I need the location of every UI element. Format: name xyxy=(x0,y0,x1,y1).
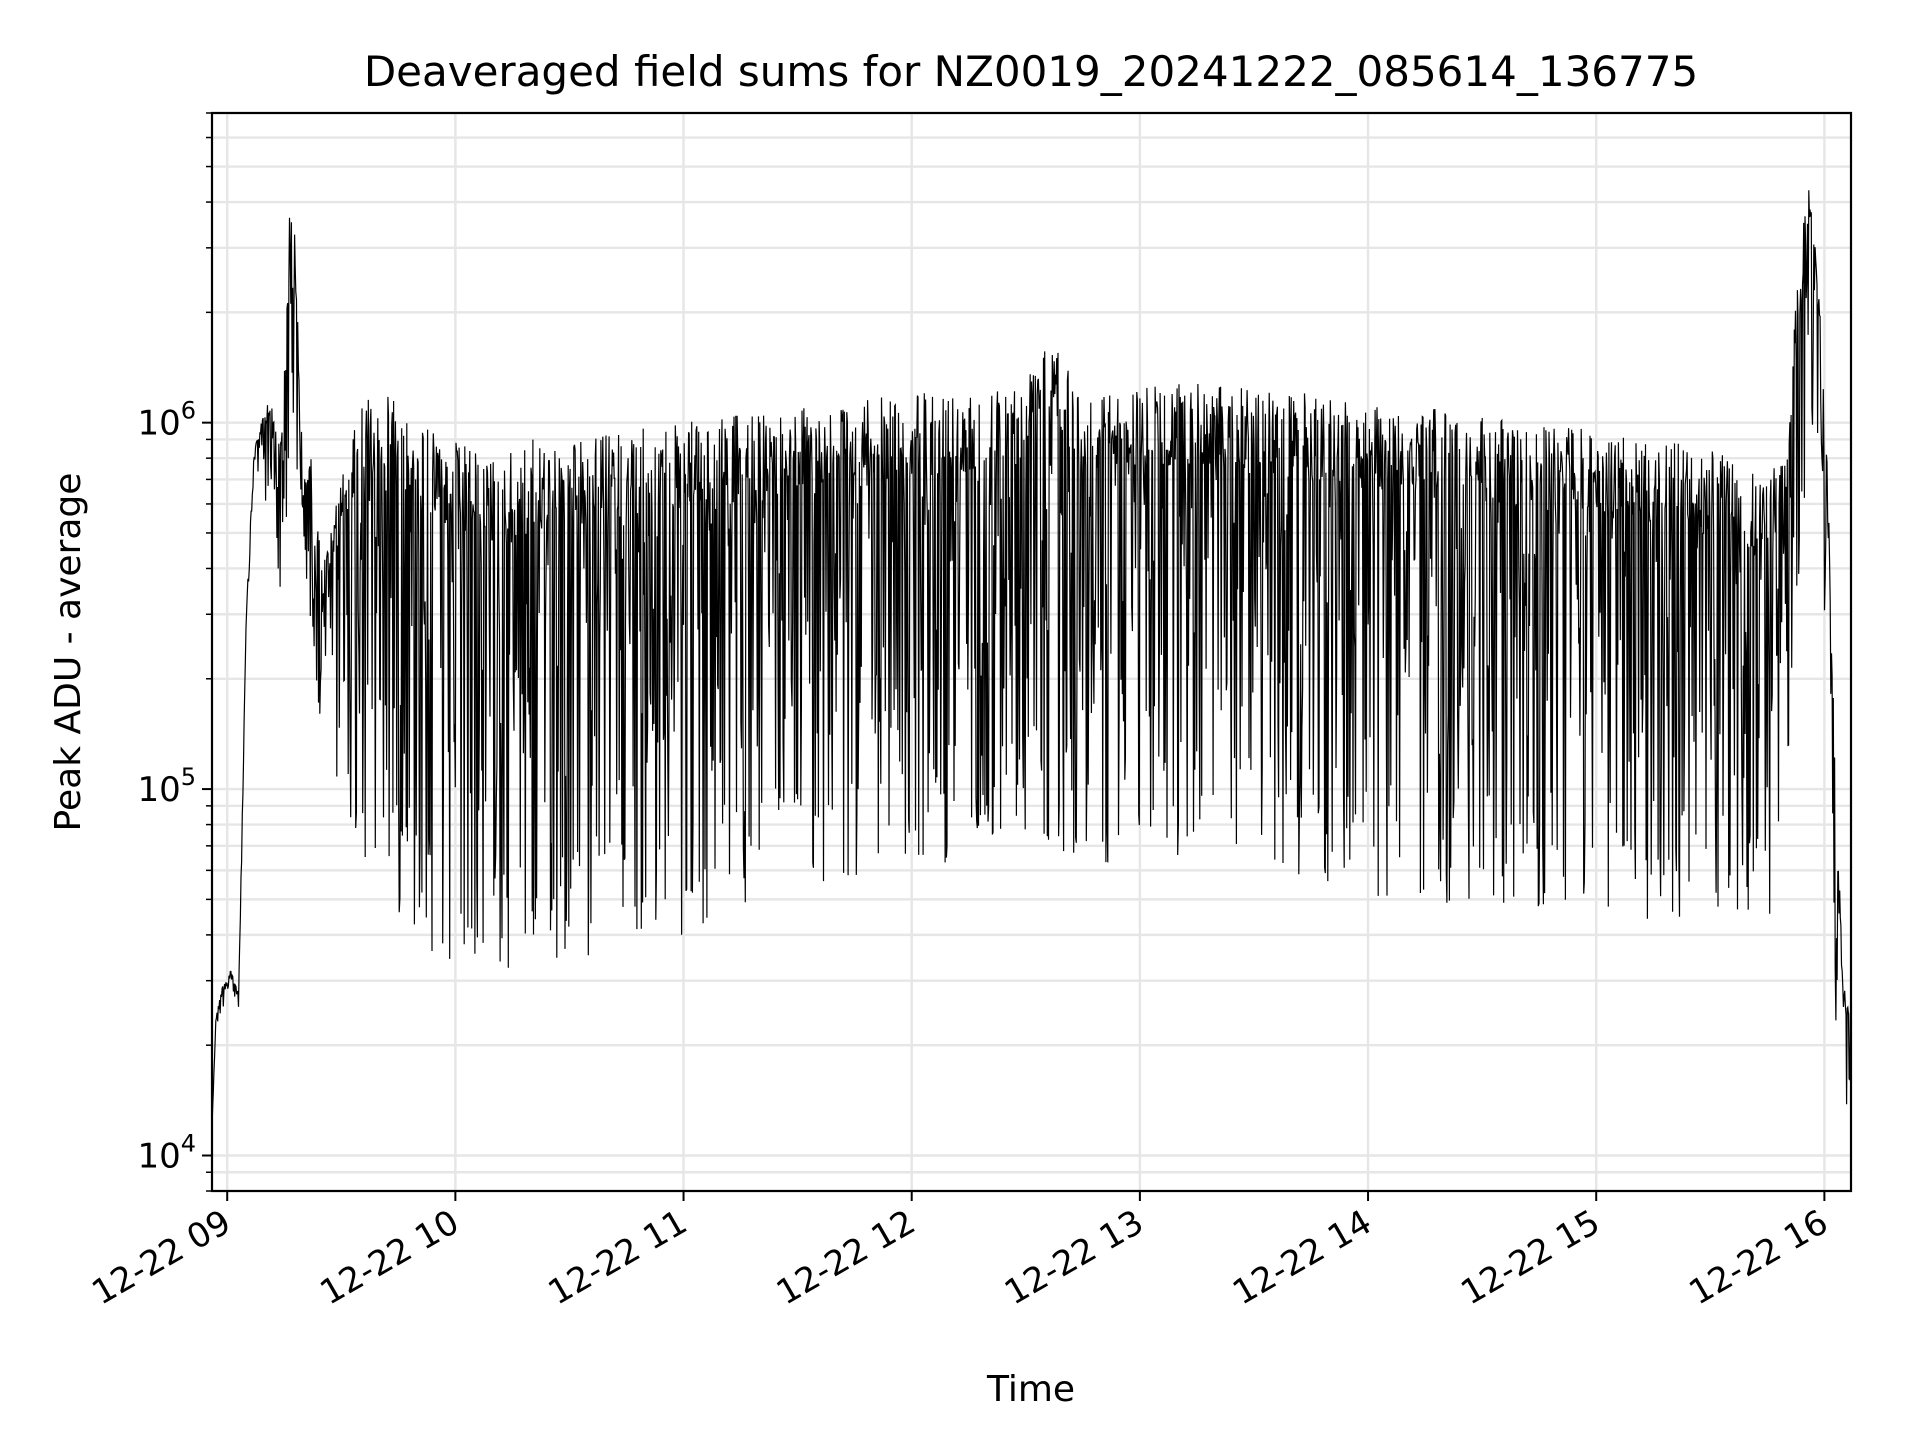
y-tick-label: 104 xyxy=(137,1129,196,1176)
y-tick-base: 10 xyxy=(137,1136,180,1176)
y-tick-label: 105 xyxy=(137,763,196,810)
series-layer xyxy=(211,190,1852,1127)
series-line xyxy=(211,190,1852,1127)
y-tick-label: 106 xyxy=(137,397,196,444)
y-tick-base: 10 xyxy=(137,770,180,810)
plot-frame xyxy=(210,111,1853,1193)
y-tick-exponent: 5 xyxy=(181,763,196,791)
x-axis-label: Time xyxy=(986,1369,1075,1410)
chart-title: Deaveraged field sums for NZ0019_2024122… xyxy=(364,47,1698,96)
y-tick-base: 10 xyxy=(137,404,180,444)
y-tick-exponent: 6 xyxy=(181,397,196,425)
y-tick-exponent: 4 xyxy=(181,1129,196,1157)
y-axis-label: Peak ADU - average xyxy=(48,473,89,832)
